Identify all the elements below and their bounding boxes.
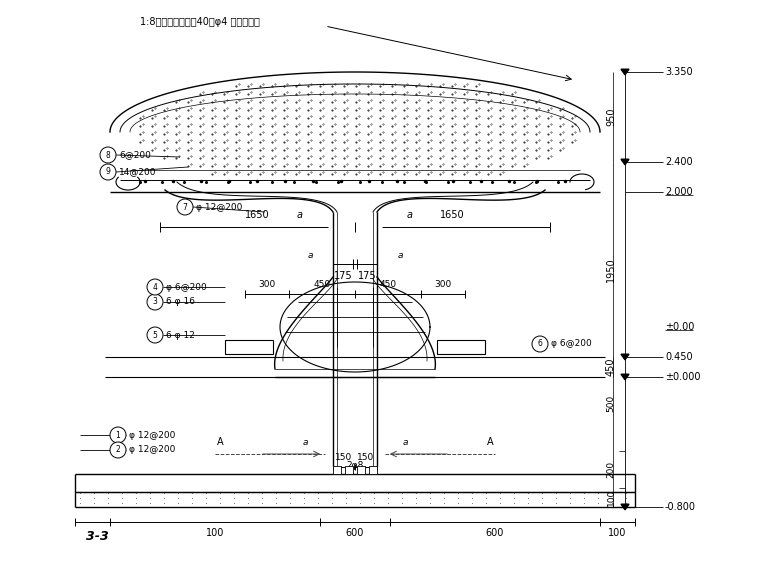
Text: 450: 450 — [606, 358, 616, 376]
Bar — [345, 466, 353, 474]
Polygon shape — [621, 69, 629, 75]
Circle shape — [147, 294, 163, 310]
Text: 950: 950 — [606, 108, 616, 126]
Text: 8: 8 — [106, 150, 110, 160]
Text: 150: 150 — [335, 453, 353, 462]
Text: ±0.00: ±0.00 — [665, 322, 695, 332]
Text: A: A — [217, 437, 223, 447]
Text: 100: 100 — [206, 528, 224, 538]
Text: 4: 4 — [153, 283, 157, 292]
Text: 9: 9 — [106, 168, 110, 177]
Text: 3: 3 — [153, 297, 157, 307]
Text: 14@200: 14@200 — [119, 168, 157, 177]
Text: a: a — [407, 210, 413, 220]
Bar — [333, 466, 341, 474]
Text: -0.800: -0.800 — [665, 502, 696, 512]
Text: 6 φ 16: 6 φ 16 — [166, 297, 195, 307]
Bar — [225, 340, 273, 354]
Text: 2φ8: 2φ8 — [347, 461, 364, 470]
Text: 150: 150 — [357, 453, 375, 462]
Text: 175: 175 — [334, 271, 353, 281]
Text: φ 12@200: φ 12@200 — [129, 446, 176, 455]
Text: ±0.000: ±0.000 — [665, 372, 701, 382]
Text: 0.450: 0.450 — [665, 352, 692, 362]
Text: a: a — [297, 210, 303, 220]
Circle shape — [110, 442, 126, 458]
Polygon shape — [621, 354, 629, 360]
Circle shape — [100, 164, 116, 180]
Text: 100: 100 — [606, 489, 616, 506]
Text: φ 12@200: φ 12@200 — [196, 202, 242, 212]
Text: 3-3: 3-3 — [86, 530, 109, 543]
Text: 3.350: 3.350 — [665, 67, 692, 77]
Text: 600: 600 — [346, 528, 364, 538]
Text: 2.000: 2.000 — [665, 187, 692, 197]
Polygon shape — [621, 374, 629, 380]
Text: 6: 6 — [537, 340, 543, 348]
Circle shape — [147, 279, 163, 295]
Text: φ 12@200: φ 12@200 — [129, 431, 176, 439]
Text: 7: 7 — [182, 202, 188, 212]
Polygon shape — [621, 504, 629, 510]
Bar — [357, 466, 365, 474]
Text: 1650: 1650 — [245, 210, 270, 220]
Text: 450: 450 — [379, 280, 397, 289]
Text: 1:8水泥砖石打底，40厚φ4 钢丝网抹灰: 1:8水泥砖石打底，40厚φ4 钢丝网抹灰 — [140, 17, 260, 27]
Text: φ 6@200: φ 6@200 — [166, 283, 207, 292]
Text: a: a — [302, 438, 308, 447]
Text: 6 φ 12: 6 φ 12 — [166, 331, 195, 340]
Text: a: a — [397, 251, 403, 260]
Text: φ 6@200: φ 6@200 — [551, 340, 592, 348]
Text: 2: 2 — [116, 446, 120, 455]
Circle shape — [110, 427, 126, 443]
Text: 300: 300 — [258, 280, 276, 289]
Text: 175: 175 — [358, 271, 376, 281]
Circle shape — [100, 147, 116, 163]
Text: 100: 100 — [608, 528, 627, 538]
Text: 500: 500 — [606, 395, 616, 412]
Circle shape — [177, 199, 193, 215]
Text: 450: 450 — [313, 280, 331, 289]
Circle shape — [532, 336, 548, 352]
Text: 300: 300 — [435, 280, 451, 289]
Text: a: a — [402, 438, 408, 447]
Text: 600: 600 — [486, 528, 504, 538]
Text: 1950: 1950 — [606, 257, 616, 282]
Polygon shape — [621, 159, 629, 165]
Text: 1: 1 — [116, 431, 120, 439]
Text: 2.400: 2.400 — [665, 157, 692, 167]
Circle shape — [147, 327, 163, 343]
Bar — [369, 466, 377, 474]
Text: 6@200: 6@200 — [119, 150, 151, 160]
Text: 200: 200 — [606, 461, 616, 478]
Text: A: A — [486, 437, 493, 447]
Text: 1650: 1650 — [440, 210, 465, 220]
Bar — [437, 340, 485, 354]
Text: a: a — [307, 251, 313, 260]
Text: 5: 5 — [153, 331, 157, 340]
